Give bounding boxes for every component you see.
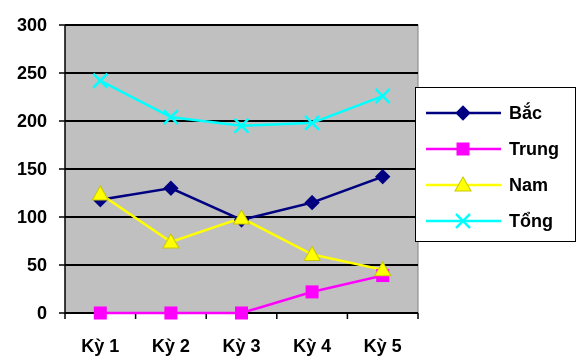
- legend-swatch-bac: [426, 105, 501, 121]
- data-point-tong: [92, 72, 109, 89]
- y-tick-label: 50: [27, 255, 47, 275]
- data-point-tong: [374, 88, 391, 104]
- data-point-nam: [232, 208, 251, 225]
- legend-marker: [455, 213, 471, 229]
- x-tick-label: Kỳ 4: [293, 336, 331, 356]
- legend-item-tong: Tổng: [416, 206, 575, 236]
- legend-marker: [454, 175, 472, 192]
- marker-stroke: [374, 88, 391, 104]
- x-tick-label: Kỳ 5: [364, 336, 402, 356]
- data-point-trung: [235, 306, 248, 320]
- legend-marker: [456, 142, 470, 156]
- y-tick-label: 300: [17, 15, 47, 35]
- chart-legend: Bắc Trung Nam Tổng: [415, 87, 576, 242]
- data-point-nam: [303, 245, 321, 261]
- legend-item-bac: Bắc: [416, 98, 575, 128]
- data-point-tong: [233, 117, 250, 134]
- y-tick-label: 0: [37, 303, 47, 323]
- legend-label-nam: Nam: [509, 175, 549, 195]
- data-point-trung: [93, 306, 107, 320]
- data-point-bac: [304, 194, 320, 211]
- legend-label-bac: Bắc: [509, 103, 543, 123]
- legend-item-nam: Nam: [416, 170, 575, 200]
- legend-label-trung: Trung: [509, 139, 559, 159]
- marker-stroke: [304, 115, 320, 131]
- y-tick-label: 250: [17, 63, 47, 83]
- marker-stroke: [233, 117, 250, 134]
- y-tick-label: 200: [17, 111, 47, 131]
- data-point-tong: [304, 115, 320, 131]
- x-tick-label: Kỳ 2: [152, 336, 190, 356]
- y-tick-label: 100: [17, 207, 47, 227]
- legend-swatch-nam: [426, 175, 501, 192]
- data-point-tong: [163, 109, 179, 126]
- marker-stroke: [92, 72, 109, 89]
- x-tick-label: Kỳ 1: [81, 336, 119, 356]
- legend-swatch-trung: [426, 142, 501, 156]
- data-point-nam: [91, 184, 110, 201]
- data-point-trung: [164, 306, 178, 320]
- legend-swatch-tong: [426, 213, 501, 229]
- legend-item-trung: Trung: [416, 134, 575, 164]
- data-point-bac: [163, 180, 179, 196]
- x-tick-label: Kỳ 3: [222, 336, 260, 356]
- legend-label-tong: Tổng: [509, 211, 553, 231]
- marker-stroke: [163, 109, 179, 126]
- data-point-bac: [374, 168, 391, 185]
- legend-marker: [455, 105, 471, 121]
- data-point-nam: [162, 232, 180, 249]
- data-point-trung: [305, 285, 319, 299]
- marker-stroke: [455, 213, 471, 229]
- data-point-nam: [373, 260, 392, 277]
- y-tick-label: 150: [17, 159, 47, 179]
